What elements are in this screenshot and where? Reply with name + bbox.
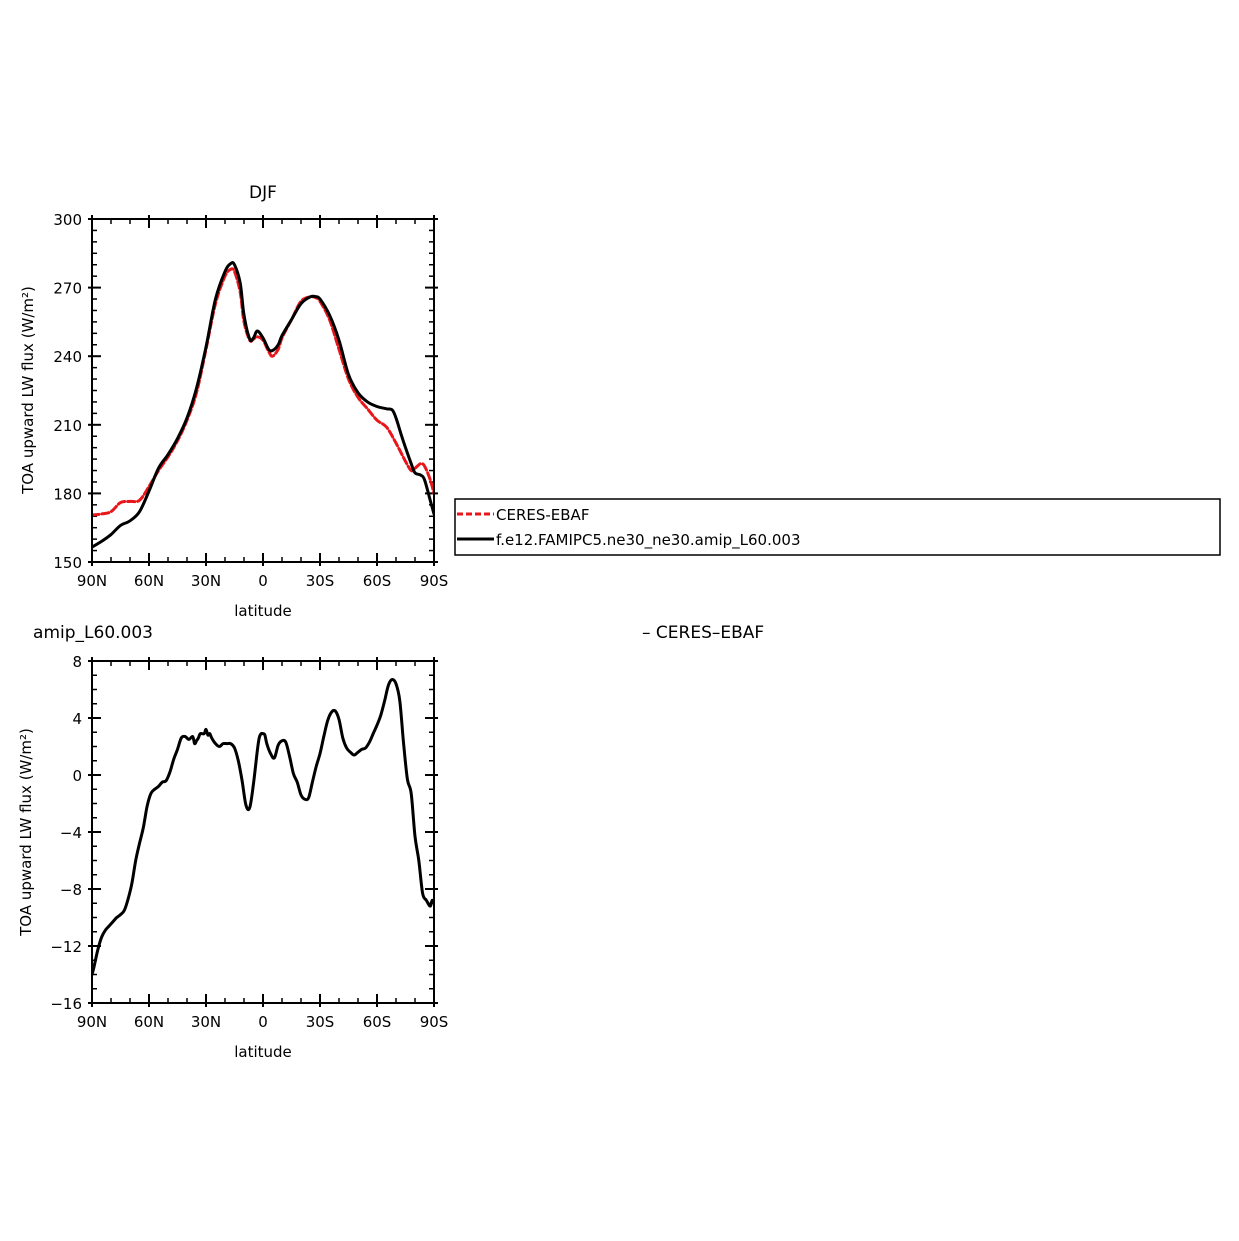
series-lines: [92, 261, 434, 549]
plot-frame: [91, 660, 435, 1004]
x-tick-label: 0: [258, 1013, 268, 1031]
y-tick-label: 210: [53, 417, 82, 435]
tick-marks: [88, 215, 438, 566]
x-tick-label: 30S: [306, 572, 335, 590]
tick-marks: [88, 657, 438, 1007]
x-tick-label: 30S: [306, 1013, 335, 1031]
x-tick-label: 30N: [191, 1013, 221, 1031]
diff-title-right: – CERES–EBAF: [642, 623, 764, 643]
bottom-panel: amip_L60.003 – CERES–EBAF TOA upward LW …: [17, 623, 764, 1061]
x-tick-label: 60S: [363, 1013, 392, 1031]
series-line-ceres-ebaf: [92, 267, 434, 517]
x-tick-label: 90N: [77, 1013, 107, 1031]
y-tick-label: −16: [50, 995, 82, 1013]
legend-label-ceres: CERES-EBAF: [496, 506, 589, 524]
y-tick-label: 4: [72, 710, 82, 728]
legend-label-model: f.e12.FAMIPC5.ne30_ne30.amip_L60.003: [496, 531, 801, 550]
tick-labels: 90N 60N 30N 0 30S 60S 90S 150 180 210 240 270 300: [53, 211, 448, 590]
y-tick-label: 150: [53, 554, 82, 572]
y-tick-label: 270: [53, 280, 82, 298]
y-tick-label: 300: [53, 211, 82, 229]
plot-frame: [91, 218, 435, 563]
series-lines: [92, 678, 434, 976]
y-axis-label: TOA upward LW flux (W/m²): [17, 728, 35, 937]
series-line-model: [92, 261, 434, 549]
series-line-difference: [92, 678, 434, 976]
x-tick-label: 90N: [77, 572, 107, 590]
x-axis-label: latitude: [234, 602, 292, 620]
x-axis-label: latitude: [234, 1043, 292, 1061]
x-tick-label: 60N: [134, 572, 164, 590]
y-tick-label: −12: [50, 938, 82, 956]
y-tick-label: 240: [53, 348, 82, 366]
y-tick-label: 8: [72, 653, 82, 671]
x-tick-label: 0: [258, 572, 268, 590]
x-tick-label: 60N: [134, 1013, 164, 1031]
top-panel: DJF TOA upward LW flux (W/m²) latitude 9…: [19, 183, 448, 620]
legend-box: [454, 498, 1221, 556]
x-tick-label: 30N: [191, 572, 221, 590]
tick-labels: 90N 60N 30N 0 30S 60S 90S −16 −12 −8 −4 0 4 8: [50, 653, 448, 1031]
x-tick-label: 90S: [420, 572, 449, 590]
legend: CERES-EBAF f.e12.FAMIPC5.ne30_ne30.amip_…: [454, 498, 1221, 556]
y-tick-label: 0: [72, 767, 82, 785]
chart-title: DJF: [249, 183, 277, 203]
x-tick-label: 90S: [420, 1013, 449, 1031]
y-axis-label: TOA upward LW flux (W/m²): [19, 286, 37, 495]
diff-title-left: amip_L60.003: [33, 623, 153, 643]
y-tick-label: −4: [60, 824, 82, 842]
x-tick-label: 60S: [363, 572, 392, 590]
y-tick-label: −8: [60, 881, 82, 899]
y-tick-label: 180: [53, 485, 82, 503]
